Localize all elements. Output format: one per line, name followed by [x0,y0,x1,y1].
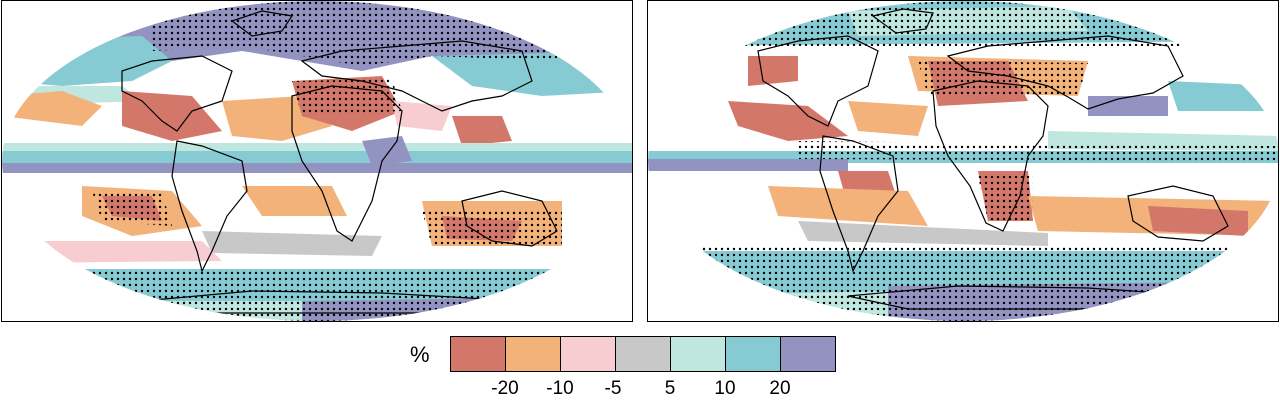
region-equator-teal [2,143,632,151]
swatch-6 [726,337,781,371]
stipple-southern-africa [978,176,1033,221]
tick-label-5: 10 [714,378,736,399]
region-purple-eastafrica [362,136,412,166]
map-left-svg [2,1,632,321]
swatch-2 [506,337,561,371]
tick-label-1: -20 [491,378,519,399]
map-panel-left [1,0,633,322]
stipple-north [648,1,1278,46]
region-orange-south-america [768,186,928,226]
swatch-5 [671,337,726,371]
region-equator-cyan [2,151,632,163]
swatch-4 [616,337,671,371]
color-scale-bar [450,336,836,372]
stipple-southern [2,269,632,321]
region-gray-south [202,231,382,256]
stipple-south-pacific [92,191,172,226]
region-equator-purple [648,159,848,171]
region-orange-pacific [2,91,102,126]
map-panel-right [647,0,1279,322]
region-orange-south-atlantic [242,186,347,216]
region-red-indochina [452,116,512,146]
stipple-indian [422,211,562,246]
region-red-central-america [728,101,848,141]
map-right-svg [648,1,1278,321]
region-pink-south [2,241,222,263]
region-gray-south [798,221,1048,246]
stipple-med [918,61,1088,96]
region-cyan-pacific [1168,81,1278,111]
stipple-sahara [292,79,402,116]
stipple-equator [798,141,1278,161]
tick-label-3: -5 [604,378,622,399]
legend-unit-label: % [410,342,430,367]
swatch-3 [561,337,616,371]
coastlines-right [757,8,1229,310]
stipple-southern [648,246,1278,321]
swatch-7 [781,337,835,371]
region-red-na [748,56,798,86]
region-red-australia-south [1148,206,1248,236]
swatch-1 [451,337,506,371]
region-orange-tropical-atlantic [848,101,928,136]
region-red-mexico [122,91,222,141]
tick-label-2: -10 [546,378,574,399]
tick-label-6: 20 [769,378,791,399]
region-equator-purple [2,163,632,173]
tick-label-4: 5 [664,378,676,399]
region-purple-india [1088,96,1168,116]
